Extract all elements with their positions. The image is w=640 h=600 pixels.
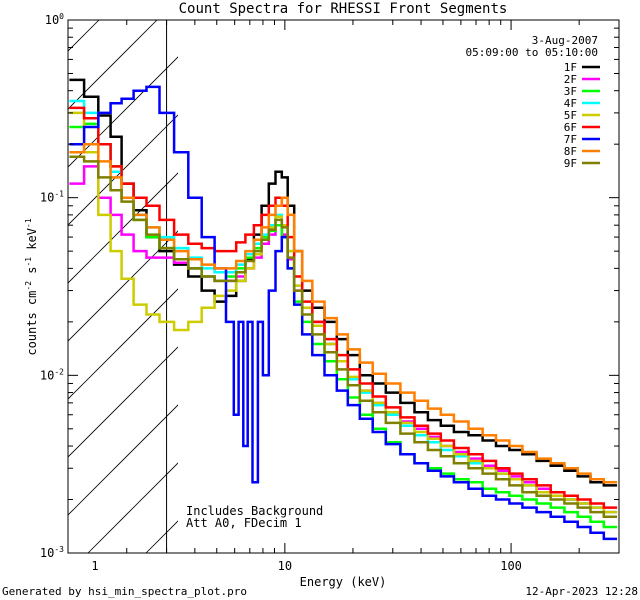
- y-tick-label: 10-1: [40, 190, 64, 205]
- hatch-line: [68, 230, 178, 342]
- annotation-attenuator: Att A0, FDecim 1: [186, 516, 302, 530]
- footer-generator: Generated by hsi_min_spectra_plot.pro: [2, 585, 248, 598]
- annotation-background: Includes Background: [186, 504, 323, 518]
- x-tick-label: 100: [500, 559, 522, 573]
- y-tick-labels: 100 10-1 10-2 10-3: [40, 12, 64, 560]
- legend-label-3F: 3F: [564, 85, 577, 98]
- legend-label-2F: 2F: [564, 73, 577, 86]
- legend-label-8F: 8F: [564, 145, 577, 158]
- legend-label-4F: 4F: [564, 97, 577, 110]
- y-tick-label: 10-2: [40, 367, 64, 382]
- y-axis-label: counts cm-2 s-1 keV-1: [24, 218, 39, 355]
- x-tick-labels: 1 10 100: [91, 559, 522, 573]
- time-range-label: 05:09:00 to 05:10:00: [466, 46, 598, 59]
- legend-label-7F: 7F: [564, 133, 577, 146]
- x-tick-label: 1: [91, 559, 98, 573]
- y-tick-label: 10-3: [40, 545, 64, 560]
- x-axis-label: Energy (keV): [300, 575, 387, 589]
- series-line-9F: [69, 155, 618, 518]
- date-label: 3-Aug-2007: [532, 34, 598, 47]
- hatch-line: [68, 56, 178, 168]
- chart-title: Count Spectra for RHESSI Front Segments: [179, 1, 508, 17]
- series-group: [69, 78, 618, 541]
- plot-frame: [67, 19, 620, 554]
- legend-label-6F: 6F: [564, 121, 577, 134]
- axis-ticks: [68, 19, 620, 554]
- x-tick-label: 10: [278, 559, 292, 573]
- series-line-8F: [69, 142, 618, 484]
- hatch-line: [87, 462, 178, 553]
- legend-label-5F: 5F: [564, 109, 577, 122]
- hatch-line: [68, 404, 178, 516]
- legend-label-1F: 1F: [564, 61, 577, 74]
- y-tick-label: 100: [45, 12, 64, 27]
- footer-timestamp: 12-Apr-2023 12:28: [525, 585, 638, 598]
- legend-label-9F: 9F: [564, 157, 577, 170]
- series-line-7F: [69, 85, 618, 541]
